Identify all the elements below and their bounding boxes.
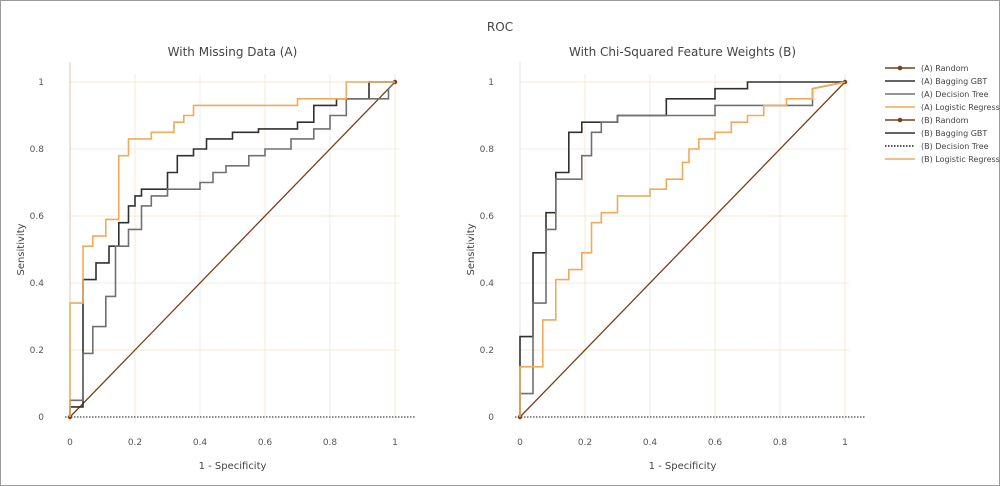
- y-tick-label: 0.8: [30, 145, 45, 155]
- panel-a: 0 0 0.2 0.2 0.4 0.4 0.6 0.6 0.8 0.8 1 1 With Missing…: [16, 45, 415, 472]
- plot-panels: 0 0 0.2 0.2 0.4 0.4 0.6 0.6 0.8 0.8 1 1 With Missing…: [16, 45, 865, 472]
- panel-title: With Chi-Squared Feature Weights (B): [569, 45, 796, 59]
- panel-b: 0 0 0.2 0.2 0.4 0.4 0.6 0.6 0.8 0.8 1 1 With Chi-Squ…: [466, 45, 865, 472]
- legend-label: (B) Decision Tree: [921, 142, 989, 151]
- gridlines: [70, 74, 399, 423]
- series-line-a-random: [69, 81, 396, 418]
- x-tick-label: 0.8: [773, 438, 788, 448]
- legend-label: (A) Decision Tree: [921, 90, 989, 99]
- y-tick-label: 0: [488, 413, 494, 423]
- series-line-b-decision-tree: [519, 81, 846, 417]
- legend-item[interactable]: (B) Decision Tree: [885, 142, 989, 151]
- x-axis-label: 1 - Specificity: [649, 461, 717, 472]
- y-tick-label: 0.6: [480, 212, 495, 222]
- gridlines: [520, 74, 849, 423]
- x-tick-label: 0.6: [258, 438, 273, 448]
- legend-item[interactable]: (A) Logistic Regression: [885, 103, 1000, 112]
- legend-item[interactable]: (A) Bagging GBT: [885, 77, 987, 86]
- legend-label: (B) Random: [921, 116, 969, 125]
- legend-label: (A) Bagging GBT: [921, 77, 987, 86]
- legend-marker: [897, 65, 903, 71]
- x-tick-label: 0.2: [128, 438, 142, 448]
- legend-item[interactable]: (B) Bagging GBT: [885, 129, 987, 138]
- legend-item[interactable]: (B) Logistic Regression: [885, 155, 1000, 164]
- x-tick-label: 0: [517, 438, 523, 448]
- x-tick-label: 0: [67, 438, 73, 448]
- y-tick-label: 1: [488, 78, 494, 88]
- legend-item[interactable]: (A) Random: [885, 64, 969, 73]
- y-tick-label: 0.4: [480, 279, 495, 289]
- y-tick-label: 0: [38, 413, 44, 423]
- y-axis-label: Sensitivity: [16, 223, 27, 275]
- x-tick-label: 0.2: [578, 438, 592, 448]
- x-tick-label: 1: [842, 438, 848, 448]
- x-tick-label: 0.4: [193, 438, 208, 448]
- panel-title: With Missing Data (A): [168, 45, 298, 59]
- y-tick-label: 1: [38, 78, 44, 88]
- y-tick-label: 0.8: [480, 145, 495, 155]
- legend: (A) Random (A) Bagging GBT (A) Decision Tr…: [885, 64, 1000, 164]
- legend-label: (A) Random: [921, 64, 969, 73]
- series-line-b-logistic-regression: [519, 81, 846, 417]
- x-tick-label: 0.6: [708, 438, 723, 448]
- x-tick-label: 0.8: [323, 438, 338, 448]
- series-line-a-bagging-gbt: [69, 81, 395, 417]
- legend-marker: [897, 117, 903, 123]
- y-axis-label: Sensitivity: [466, 223, 477, 275]
- y-tick-label: 0.4: [30, 279, 45, 289]
- y-tick-label: 0.2: [30, 346, 44, 356]
- series-line-a-logistic-regression: [69, 81, 395, 417]
- legend-label: (B) Bagging GBT: [921, 129, 987, 138]
- series-line-b-random: [519, 81, 846, 418]
- chart-title: ROC: [487, 20, 513, 34]
- legend-item[interactable]: (B) Random: [885, 116, 969, 125]
- legend-label: (B) Logistic Regression: [921, 155, 1000, 164]
- legend-label: (A) Logistic Regression: [921, 103, 1000, 112]
- x-tick-label: 1: [392, 438, 398, 448]
- series-line-b-bagging-gbt: [519, 81, 845, 417]
- x-axis-label: 1 - Specificity: [199, 461, 267, 472]
- y-tick-label: 0.2: [480, 346, 494, 356]
- y-tick-label: 0.6: [30, 212, 45, 222]
- x-tick-label: 0.4: [643, 438, 658, 448]
- legend-item[interactable]: (A) Decision Tree: [885, 90, 989, 99]
- series-line-a-decision-tree: [69, 81, 396, 417]
